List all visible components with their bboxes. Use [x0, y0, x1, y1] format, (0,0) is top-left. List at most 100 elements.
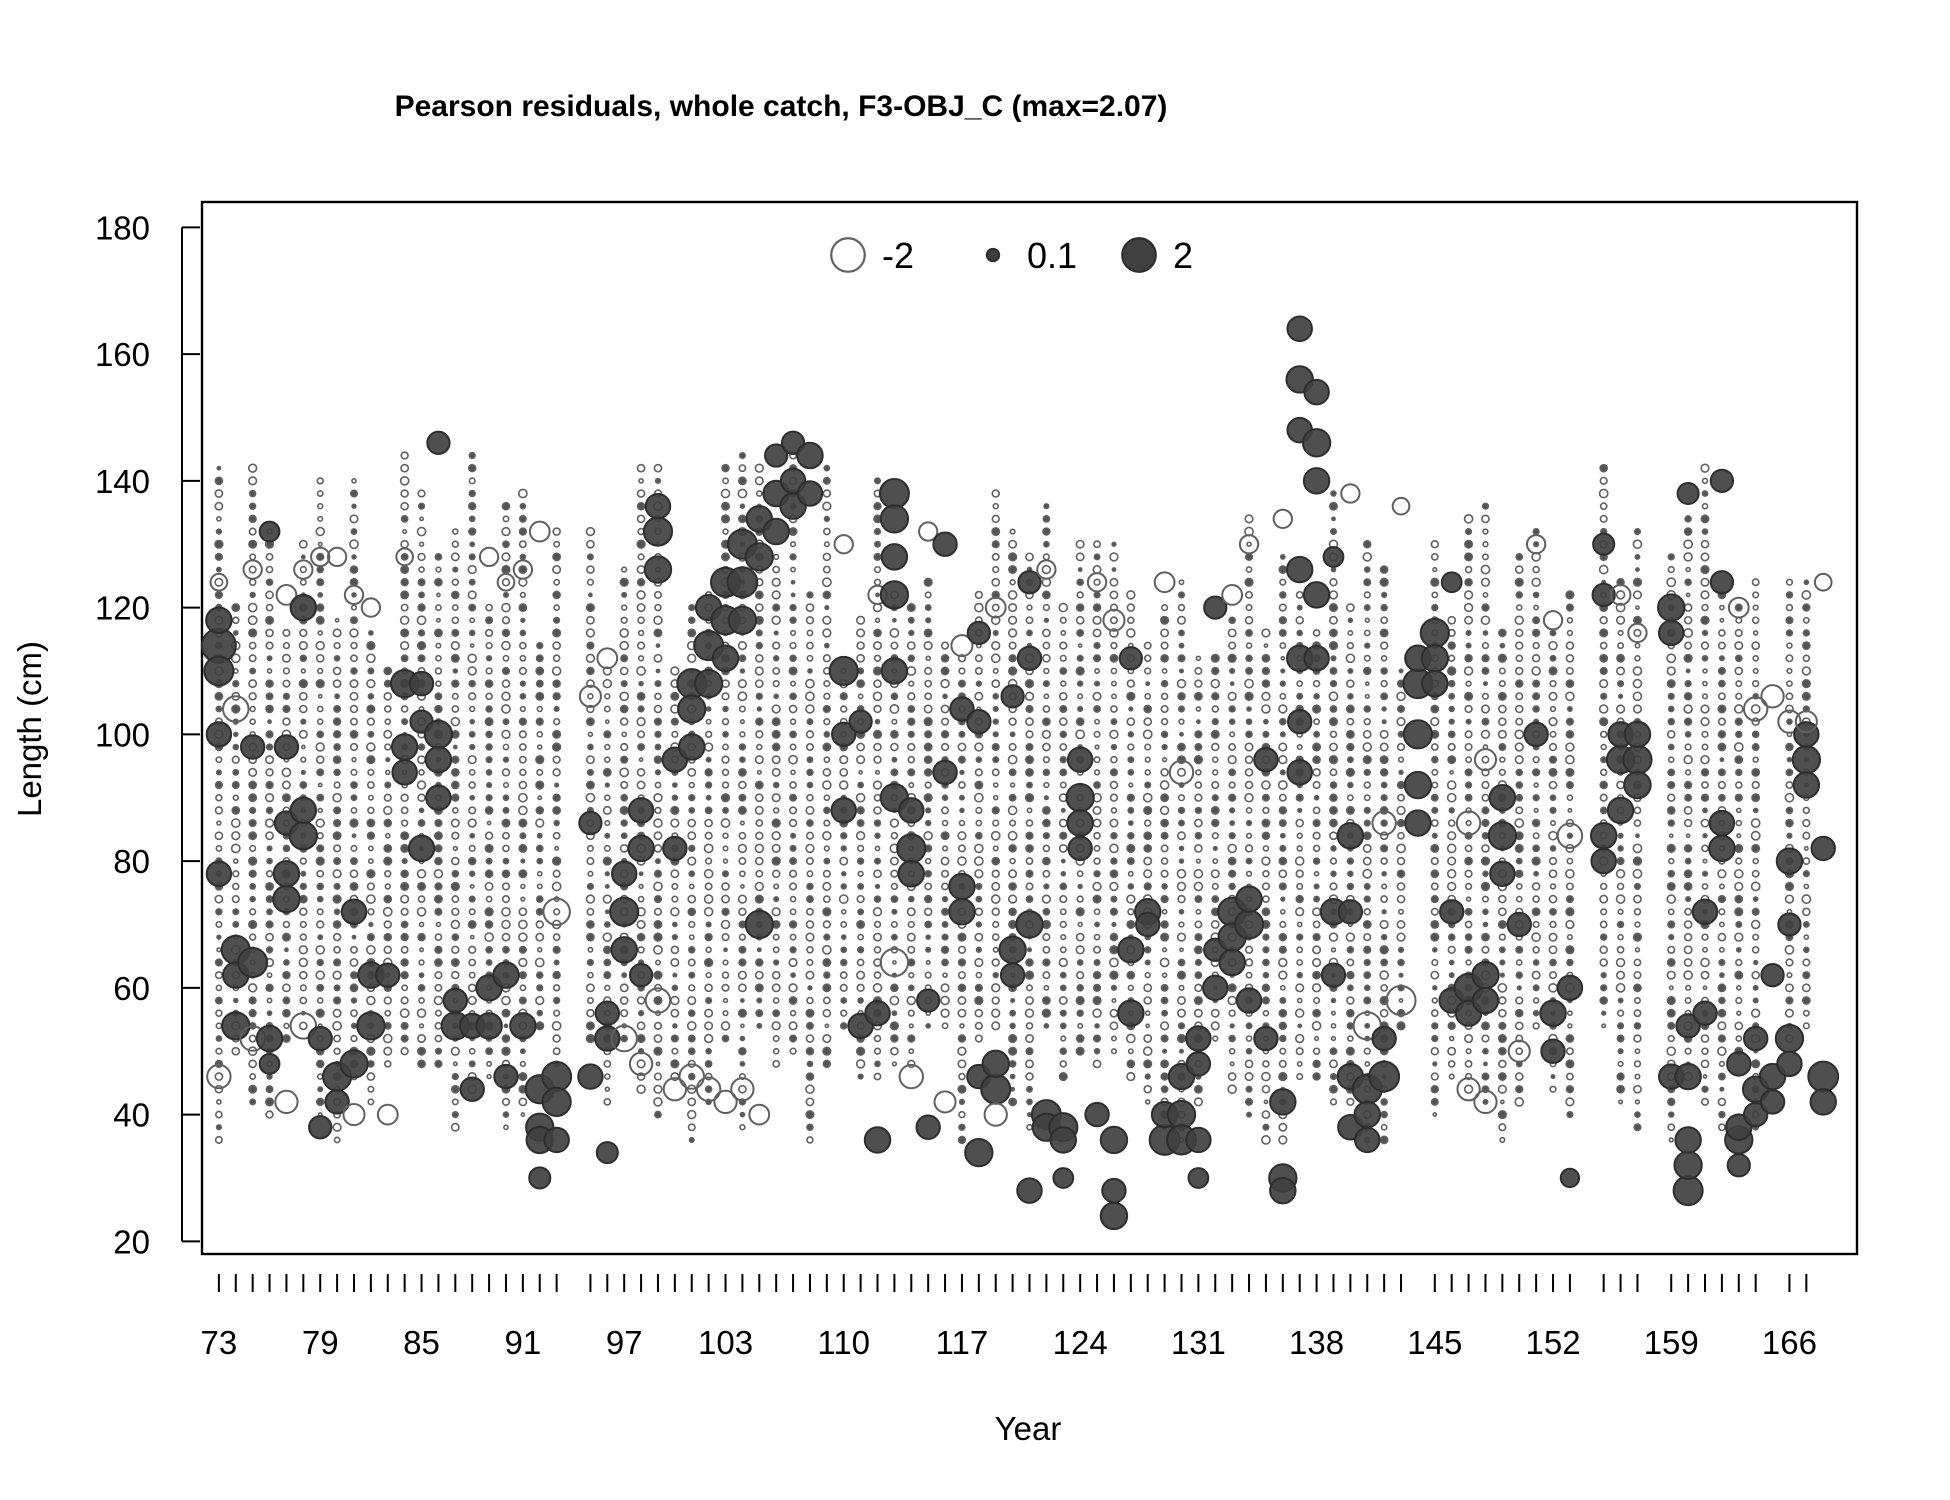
residual-dot [754, 983, 764, 993]
positive-residual-bubble [423, 719, 454, 749]
residual-dot [957, 742, 967, 752]
residual-dot [536, 883, 543, 890]
residual-dot [1751, 907, 1760, 916]
residual-dot [351, 592, 357, 598]
residual-dot [517, 488, 528, 499]
residual-dot [890, 895, 899, 904]
residual-dot [773, 883, 780, 890]
residual-dot [1075, 1034, 1085, 1043]
residual-dot [1751, 730, 1760, 739]
residual-dot [1194, 971, 1203, 980]
residual-dot [1042, 806, 1051, 815]
residual-dot [383, 805, 393, 816]
residual-dot [265, 603, 274, 612]
residual-dot [806, 768, 814, 777]
residual-dot [1616, 1084, 1625, 1094]
residual-dot [216, 947, 222, 953]
residual-dot [1717, 1021, 1727, 1031]
residual-dot [754, 843, 765, 854]
positive-residual-bubble [966, 620, 991, 646]
residual-dot [416, 906, 427, 917]
residual-dot [484, 831, 494, 840]
residual-dot [349, 717, 359, 726]
residual-dot [586, 768, 594, 776]
residual-dot [1042, 553, 1051, 561]
residual-dot [890, 768, 899, 777]
residual-dot [316, 565, 324, 574]
residual-dot [1328, 717, 1338, 727]
residual-dot [1160, 679, 1169, 688]
residual-dot [1278, 1008, 1288, 1018]
residual-dot [1734, 781, 1743, 789]
residual-dot [1160, 1072, 1169, 1081]
residual-dot [1075, 1046, 1085, 1056]
residual-dot [1331, 516, 1336, 522]
residual-dot [518, 743, 527, 751]
residual-dot [907, 730, 915, 738]
residual-dot [1126, 717, 1136, 726]
residual-dot [907, 705, 916, 713]
residual-dot [1042, 680, 1050, 688]
residual-dot [1364, 693, 1370, 699]
residual-dot [1784, 944, 1795, 955]
residual-dot [738, 857, 747, 866]
positive-residual-bubble [289, 796, 318, 825]
residual-dot [433, 831, 443, 841]
residual-dot [416, 1008, 427, 1019]
residual-dot [1751, 578, 1760, 587]
residual-dot [519, 768, 527, 777]
residual-dot [1464, 577, 1473, 587]
residual-dot [1297, 1023, 1303, 1029]
residual-dot [282, 996, 291, 1005]
residual-dot [1142, 729, 1153, 740]
residual-dot [805, 1046, 815, 1056]
negative-residual-bubble [578, 684, 602, 708]
residual-dot [1025, 755, 1034, 765]
positive-residual-bubble [339, 1049, 369, 1079]
residual-dot [1701, 1085, 1709, 1093]
residual-dot [823, 971, 831, 979]
residual-dot [1092, 995, 1102, 1006]
residual-dot [299, 984, 307, 992]
residual-dot [1092, 691, 1102, 701]
residual-dot [501, 501, 511, 511]
residual-dot [1211, 818, 1220, 828]
residual-dot [520, 896, 526, 902]
residual-dot [1801, 641, 1811, 650]
residual-dot [1262, 895, 1270, 903]
residual-dot [215, 705, 223, 713]
residual-dot [434, 958, 443, 967]
residual-dot [501, 906, 511, 917]
residual-dot [670, 1059, 680, 1069]
residual-dot [823, 515, 831, 523]
residual-dot [248, 869, 257, 878]
residual-dot [737, 1008, 747, 1018]
residual-dot [1144, 781, 1152, 789]
residual-dot [1481, 793, 1490, 802]
positive-residual-bubble [1286, 759, 1313, 786]
residual-dot [1210, 678, 1221, 689]
residual-dot [1448, 705, 1455, 713]
residual-dot [384, 1009, 392, 1017]
residual-dot [1278, 755, 1288, 765]
residual-dot [317, 592, 324, 598]
residual-dot [991, 1021, 1001, 1031]
residual-dot [720, 818, 731, 828]
residual-dot [1160, 730, 1169, 739]
residual-dot [536, 832, 543, 839]
residual-dot [1347, 667, 1354, 674]
residual-dot [300, 769, 306, 775]
residual-dot [1261, 856, 1271, 866]
residual-dot [1179, 731, 1184, 737]
residual-dot [941, 869, 950, 878]
residual-dot [366, 869, 376, 879]
residual-dot [874, 845, 881, 852]
residual-dot [535, 780, 545, 790]
positive-residual-bubble [273, 734, 300, 760]
residual-dot [1059, 946, 1067, 954]
residual-dot [553, 705, 560, 713]
residual-dot [1060, 870, 1067, 877]
residual-dot [1700, 577, 1710, 587]
residual-dot [349, 881, 359, 891]
